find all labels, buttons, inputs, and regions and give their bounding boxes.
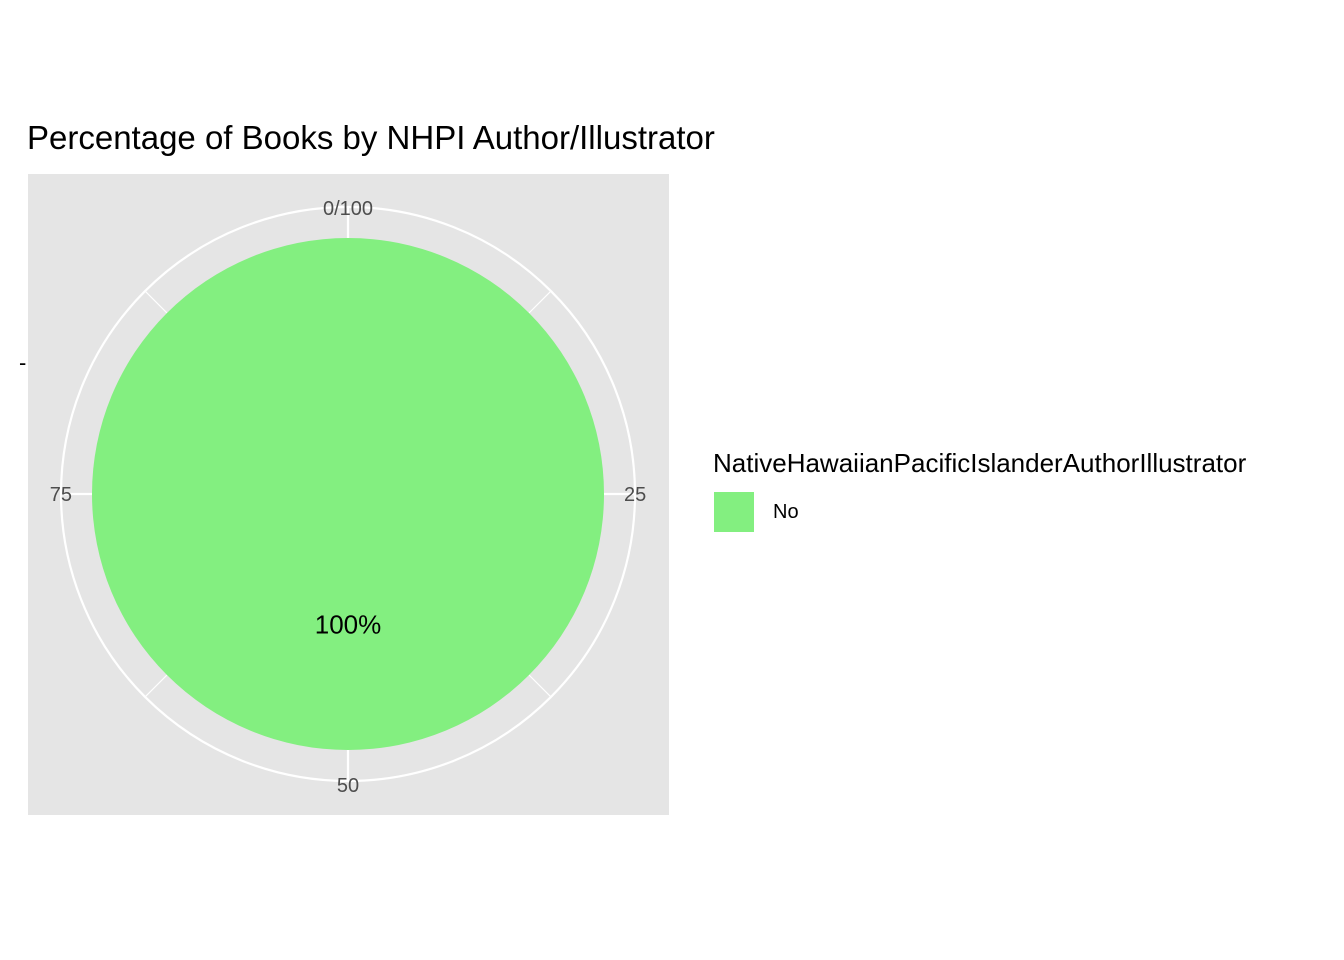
legend-label: No — [773, 500, 799, 523]
tick-labels: 0/100 25 50 75 — [50, 198, 647, 797]
legend-key-swatch — [713, 491, 755, 533]
theta-tick-label: 0/100 — [323, 198, 373, 220]
data-labels: 100% — [315, 610, 382, 640]
legend-title: NativeHawaiianPacificIslanderAuthorIllus… — [713, 448, 1247, 478]
slice-data-label: 100% — [315, 610, 382, 640]
chart-title: Percentage of Books by NHPI Author/Illus… — [27, 119, 715, 156]
legend-item: No — [713, 491, 1246, 533]
y-axis-tick-label: - — [19, 350, 27, 375]
theta-tick-label: 50 — [337, 775, 359, 797]
pie-slice-no — [92, 238, 604, 750]
legend: NativeHawaiianPacificIslanderAuthorIllus… — [713, 448, 1246, 533]
slice-layer — [92, 238, 604, 750]
theta-tick-label: 75 — [50, 484, 72, 506]
theta-tick-label: 25 — [624, 484, 646, 506]
